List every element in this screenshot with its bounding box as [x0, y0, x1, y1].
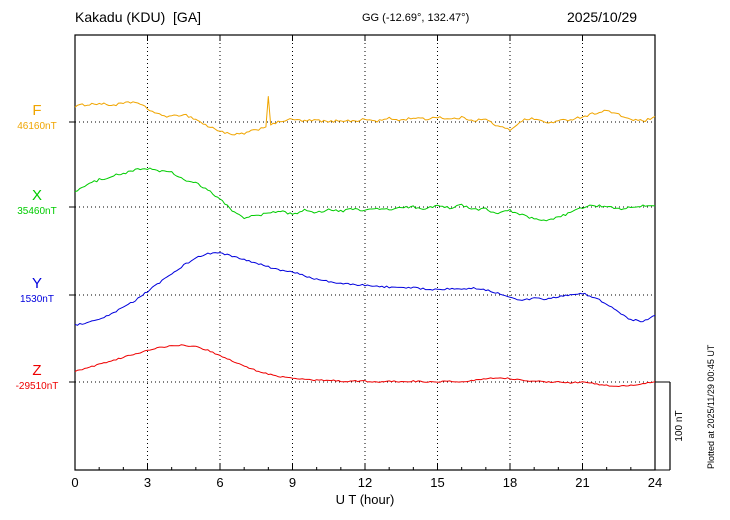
series-label-z: Z -29510nT: [8, 362, 66, 393]
series-letter-x: X: [31, 187, 42, 204]
svg-text:0: 0: [71, 475, 78, 490]
series-traces: [74, 96, 656, 387]
trace-x: [74, 167, 656, 222]
series-letter-z: Z: [32, 362, 42, 379]
trace-y: [74, 252, 656, 326]
plotted-at-note: Plotted at 2025/11/29 00:45 UT: [706, 344, 716, 469]
svg-text:18: 18: [503, 475, 517, 490]
plot-date: 2025/10/29: [567, 9, 638, 25]
scale-bar: 100 nT: [655, 381, 685, 471]
x-tick-labels: 0 3 6 9 12 15 18 21 24: [71, 475, 662, 490]
trace-f: [74, 96, 656, 136]
series-label-y: Y 1530nT: [8, 275, 66, 306]
series-baseline-x: 35460nT: [17, 206, 57, 217]
series-baseline-y: 1530nT: [20, 294, 54, 305]
series-letter-y: Y: [31, 275, 42, 292]
svg-text:15: 15: [430, 475, 444, 490]
series-baseline-f: 46160nT: [17, 121, 57, 132]
station-title: Kakadu (KDU) [GA]: [75, 9, 202, 25]
trace-z: [74, 344, 656, 387]
svg-text:21: 21: [575, 475, 589, 490]
series-label-x: X 35460nT: [8, 187, 66, 218]
axis-ticks: [69, 35, 656, 470]
series-letter-f: F: [32, 102, 42, 119]
svg-text:6: 6: [216, 475, 223, 490]
series-label-f: F 46160nT: [8, 102, 66, 133]
svg-text:12: 12: [358, 475, 372, 490]
svg-text:24: 24: [648, 475, 662, 490]
svg-text:3: 3: [144, 475, 151, 490]
grid-lines: [75, 35, 655, 470]
svg-text:9: 9: [289, 475, 296, 490]
geo-coordinates: GG (-12.69°, 132.47°): [362, 12, 470, 24]
plot-frame: [74, 34, 656, 471]
scale-bar-label: 100 nT: [674, 410, 685, 441]
series-baseline-z: -29510nT: [15, 381, 59, 392]
x-axis-title: U T (hour): [335, 492, 395, 507]
